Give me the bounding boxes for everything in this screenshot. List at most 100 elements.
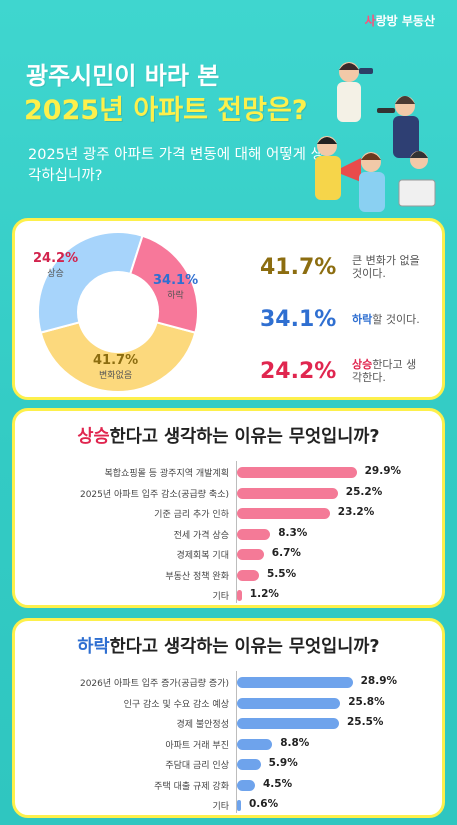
fall-bar-label: 기타 bbox=[212, 802, 229, 812]
summary-desc-nochange: 큰 변화가 없을 것이다. bbox=[352, 254, 432, 280]
rise-bar-value: 23.2% bbox=[337, 506, 375, 518]
donut-chart bbox=[37, 231, 199, 393]
donut-fall-pct: 34.1% bbox=[153, 273, 199, 288]
fall-bar-value: 0.6% bbox=[249, 798, 279, 810]
fall-bar-value: 8.8% bbox=[280, 736, 310, 749]
headline-line1: 광주시민이 바라 본 bbox=[26, 62, 220, 90]
donut-label-rise: 24.2% 상승 bbox=[33, 251, 78, 279]
rise-bar bbox=[237, 487, 338, 499]
rise-bar bbox=[237, 528, 271, 540]
survey-question: 2025년 광주 아파트 가격 변동에 대해 어떻게 생각하십니까? bbox=[28, 147, 324, 184]
rise-title-rest: 한다고 생각하는 이유는 무엇입니까? bbox=[109, 427, 380, 447]
rise-bar-row: 기타 1.2% bbox=[15, 586, 442, 607]
fall-bar bbox=[237, 759, 261, 770]
rise-bar-label: 부동산 정책 완화 bbox=[165, 571, 229, 582]
fall-bar-label: 인구 감소 및 수요 감소 예상 bbox=[123, 699, 229, 710]
fall-bar bbox=[237, 677, 353, 688]
summary-pct-rise: 24.2% bbox=[260, 358, 337, 384]
rise-bar-value: 1.2% bbox=[249, 588, 279, 600]
rise-reasons-card: 상승한다고 생각하는 이유는 무엇입니까? 복합쇼핑몰 등 광주지역 개발계획 2… bbox=[12, 408, 445, 608]
fall-bar-value: 25.5% bbox=[347, 716, 384, 728]
fall-bar-value: 25.8% bbox=[348, 695, 385, 708]
fall-bar bbox=[237, 800, 241, 811]
donut-slice-rise bbox=[128, 234, 199, 334]
summary-pct-nochange: 41.7% bbox=[260, 254, 337, 280]
donut-rise-cap: 상승 bbox=[47, 269, 64, 279]
fall-bar-label: 2026년 아파트 입주 증가(공급량 증가) bbox=[79, 679, 229, 689]
fall-bar-value: 5.9% bbox=[268, 757, 298, 769]
donut-slice-fall bbox=[37, 231, 144, 334]
rise-bar bbox=[237, 569, 259, 581]
fall-bar bbox=[237, 738, 273, 750]
people-illustration bbox=[315, 62, 436, 212]
rise-bar-row: 기준 금리 추가 인하 23.2% bbox=[15, 504, 442, 525]
summary-desc-rise-hl: 상승 bbox=[352, 358, 373, 371]
rise-bar-label: 전세 가격 상승 bbox=[173, 530, 229, 541]
brand-logo: 사랑방 부동산 bbox=[365, 12, 435, 29]
fall-bar-value: 28.9% bbox=[360, 675, 398, 687]
summary-row-fall: 34.1% 하락할 것이다. bbox=[260, 293, 440, 345]
rise-bar-chart: 복합쇼핑몰 등 광주지역 개발계획 29.9% 2025년 아파트 입주 감소(공급… bbox=[15, 463, 442, 607]
fall-bar-row: 경제 불안정성 25.5% bbox=[15, 714, 442, 735]
summary-desc-fall-text: 할 것이다. bbox=[372, 312, 420, 326]
fall-title-hl: 하락 bbox=[77, 637, 110, 657]
fall-bar-row: 주택 대출 규제 강화 4.5% bbox=[15, 776, 442, 797]
brand-prefix: 사 bbox=[364, 14, 376, 28]
rise-bar-row: 전세 가격 상승 8.3% bbox=[15, 525, 442, 546]
fall-bar-row: 기타 0.6% bbox=[15, 796, 442, 817]
rise-title-hl: 상승 bbox=[77, 427, 110, 447]
donut-slice-nochange bbox=[39, 321, 197, 393]
rise-section-title: 상승한다고 생각하는 이유는 무엇입니까? bbox=[15, 423, 442, 448]
summary-list: 41.7% 큰 변화가 없을 것이다. 34.1% 하락할 것이다. 24.2%… bbox=[260, 241, 440, 397]
rise-bar-value: 8.3% bbox=[278, 526, 308, 539]
summary-desc-fall-hl: 하락 bbox=[352, 312, 373, 326]
rise-bar-row: 2025년 아파트 입주 감소(공급량 축소) 25.2% bbox=[15, 484, 442, 505]
fall-bar-label: 아파트 거래 부진 bbox=[165, 740, 229, 751]
rise-bar bbox=[237, 549, 264, 560]
fall-reasons-card: 하락한다고 생각하는 이유는 무엇입니까? 2026년 아파트 입주 증가(공급… bbox=[12, 618, 445, 818]
summary-desc-rise: 상승한다고 생각한다. bbox=[352, 358, 424, 384]
rise-bar-label: 기준 금리 추가 인하 bbox=[154, 510, 229, 520]
rise-bar-value: 6.7% bbox=[271, 547, 301, 559]
fall-bar bbox=[237, 718, 339, 729]
rise-axis-line bbox=[236, 461, 237, 603]
rise-bar-row: 복합쇼핑몰 등 광주지역 개발계획 29.9% bbox=[15, 463, 442, 484]
rise-bar-row: 경제회복 기대 6.7% bbox=[15, 545, 442, 566]
donut-nochange-cap: 변화없음 bbox=[98, 371, 133, 381]
rise-bar-label: 경제회복 기대 bbox=[176, 551, 229, 561]
fall-bar-row: 주담대 금리 인상 5.9% bbox=[15, 755, 442, 776]
summary-desc-rise-text: 한다고 생각한다. bbox=[352, 358, 417, 384]
donut-fall-cap: 하락 bbox=[167, 291, 184, 301]
summary-desc-nochange-text: 큰 변화가 없을 것이다. bbox=[352, 254, 420, 280]
summary-card: 24.2% 상승 34.1% 하락 41.7% 변화없음 41.7% 큰 변화가… bbox=[12, 218, 445, 400]
donut-label-fall: 34.1% 하락 bbox=[153, 273, 198, 301]
rise-bar bbox=[237, 508, 330, 519]
donut-rise-pct: 24.2% bbox=[33, 251, 79, 266]
headline-line2: 2025년 아파트 전망은? bbox=[24, 95, 308, 126]
rise-bar bbox=[237, 467, 357, 478]
fall-bar-label: 주담대 금리 인상 bbox=[165, 761, 229, 771]
fall-bar bbox=[237, 697, 341, 709]
fall-bar-row: 2026년 아파트 입주 증가(공급량 증가) 28.9% bbox=[15, 673, 442, 694]
fall-bar-label: 주택 대출 규제 강화 bbox=[154, 781, 229, 792]
summary-desc-fall: 하락할 것이다. bbox=[352, 313, 420, 326]
rise-bar bbox=[237, 590, 242, 601]
fall-title-rest: 한다고 생각하는 이유는 무엇입니까? bbox=[109, 637, 380, 657]
brand-name: 랑방 부동산 bbox=[375, 14, 435, 28]
fall-section-title: 하락한다고 생각하는 이유는 무엇입니까? bbox=[15, 633, 442, 658]
donut-label-nochange: 41.7% 변화없음 bbox=[93, 353, 138, 381]
rise-bar-value: 29.9% bbox=[364, 465, 402, 477]
rise-bar-value: 5.5% bbox=[267, 567, 297, 580]
fall-bar-row: 인구 감소 및 수요 감소 예상 25.8% bbox=[15, 694, 442, 715]
fall-bar-label: 경제 불안정성 bbox=[176, 720, 229, 730]
rise-bar-label: 기타 bbox=[212, 592, 229, 602]
fall-bar-value: 4.5% bbox=[263, 777, 293, 790]
rise-bar-label: 2025년 아파트 입주 감소(공급량 축소) bbox=[79, 489, 229, 500]
rise-bar-row: 부동산 정책 완화 5.5% bbox=[15, 566, 442, 587]
summary-row-rise: 24.2% 상승한다고 생각한다. bbox=[260, 345, 440, 397]
summary-pct-fall: 34.1% bbox=[260, 306, 337, 332]
fall-bar-row: 아파트 거래 부진 8.8% bbox=[15, 735, 442, 756]
fall-bar-chart: 2026년 아파트 입주 증가(공급량 증가) 28.9% 인구 감소 및 수요 감… bbox=[15, 673, 442, 817]
donut-nochange-pct: 41.7% bbox=[93, 353, 139, 368]
fall-bar bbox=[237, 779, 255, 791]
